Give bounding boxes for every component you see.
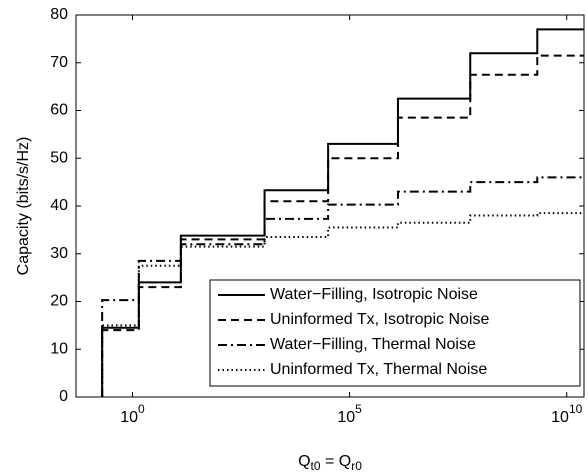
x-tick-base: 10 [120,409,138,426]
x-tick-exponent: 10 [569,402,583,416]
y-tick-label: 10 [50,340,68,357]
series-line [101,212,584,397]
x-label-part: = Q [321,453,352,470]
series-line [101,176,584,397]
y-tick-label: 30 [50,245,68,262]
y-tick-label: 70 [50,54,68,71]
x-tick-exponent: 0 [138,402,145,416]
y-tick-label: 80 [50,6,68,23]
y-axis-label: Capacity (bits/s/Hz) [15,137,32,276]
x-tick-label: 1010 [551,402,582,426]
x-tick-base: 10 [337,409,355,426]
legend-label: Water−Filling, Thermal Noise [270,336,476,353]
x-tick-exponent: 5 [355,402,362,416]
y-tick-label: 50 [50,149,68,166]
x-tick-label: 100 [120,402,145,426]
x-tick-label: 105 [337,402,362,426]
legend-label: Water−Filling, Isotropic Noise [270,286,478,303]
legend-label: Uninformed Tx, Thermal Noise [270,361,487,378]
y-tick-label: 60 [50,102,68,119]
x-label-part: Q [298,453,310,470]
series-line [101,54,584,397]
x-axis-label: Qt0 = Qr0 [298,453,362,473]
y-tick-label: 40 [50,197,68,214]
legend-box [209,279,581,387]
y-tick-label: 20 [50,293,68,310]
y-tick-label: 0 [59,388,68,405]
x-label-sub: r0 [351,459,362,473]
axes-box [75,14,585,398]
x-tick-base: 10 [551,409,569,426]
legend-label: Uninformed Tx, Isotropic Noise [270,311,489,328]
x-label-sub: t0 [311,459,321,473]
